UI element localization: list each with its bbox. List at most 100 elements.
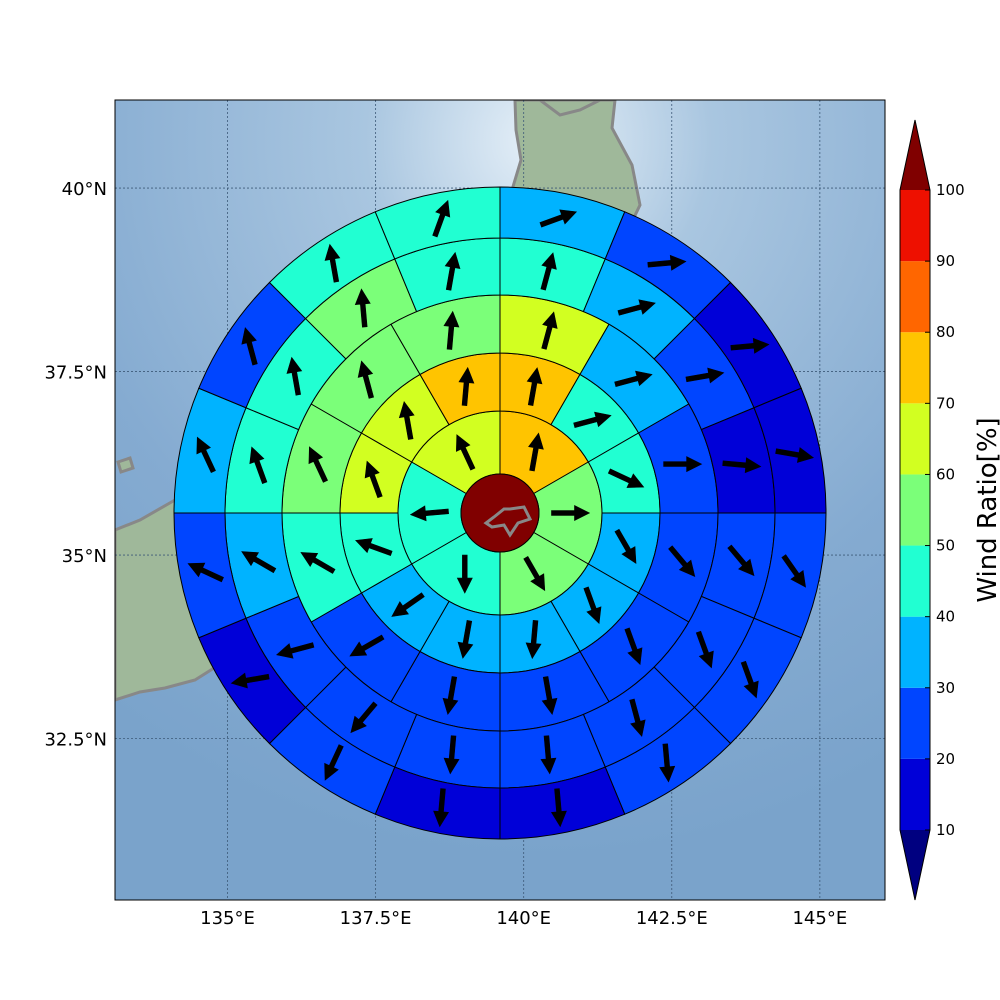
wind-arrow <box>187 562 224 583</box>
wind-arrow <box>540 252 557 291</box>
coastline-in-center <box>483 505 533 538</box>
wind-arrow <box>354 288 371 328</box>
wind-arrow <box>350 701 378 734</box>
wind-arrow <box>324 243 341 283</box>
wind-arrow <box>668 545 696 577</box>
colorbar-tick-label: 100 <box>936 181 965 199</box>
colorbar-tick-label: 80 <box>936 323 955 341</box>
wind-arrow <box>525 620 542 660</box>
wind-arrow <box>241 327 258 366</box>
sector-grid <box>173 186 827 840</box>
colorbar-segment <box>900 616 930 688</box>
colorbar-segment <box>900 545 930 617</box>
y-axis-ticks: 32.5°N 35°N 37.5°N 40°N <box>44 179 107 750</box>
colorbar-tick-label: 30 <box>936 679 955 697</box>
x-tick-label: 135°E <box>200 908 255 929</box>
wind-arrow <box>444 251 461 291</box>
wind-arrow <box>540 735 557 775</box>
colorbar-segment <box>900 758 930 830</box>
colorbar-segment <box>900 474 930 546</box>
wind-arrow <box>391 592 425 617</box>
colorbar-tick-label: 50 <box>936 537 955 555</box>
colorbar-segment <box>900 687 930 759</box>
colorbar-tick-label: 60 <box>936 465 955 483</box>
wind-arrow <box>617 299 656 316</box>
wind-arrow <box>727 544 755 577</box>
colorbar-under-triangle <box>900 830 930 900</box>
wind-arrow <box>551 505 591 521</box>
oki-island <box>116 456 135 474</box>
wind-arrow <box>659 743 676 783</box>
wind-arrow <box>614 370 653 388</box>
wind-arrow <box>456 554 473 594</box>
wind-arrow <box>775 447 815 463</box>
wind-arrow <box>458 366 475 406</box>
map-frame <box>114 99 886 901</box>
wind-arrow <box>455 434 476 471</box>
colorbar-over-triangle <box>900 120 930 190</box>
wind-arrow <box>781 554 806 588</box>
x-tick-label: 142.5°E <box>636 908 708 929</box>
colorbar-tick-label: 40 <box>936 608 955 626</box>
colorbar-segment <box>900 261 930 333</box>
wind-arrow <box>614 528 637 564</box>
wind-arrow <box>685 367 725 384</box>
wind-arrow <box>539 209 578 228</box>
wind-arrow <box>629 698 646 738</box>
wind-arrow <box>443 310 460 350</box>
wind-arrows <box>187 199 815 828</box>
wind-arrow <box>241 551 277 574</box>
wind-arrow <box>528 432 544 472</box>
wind-arrow <box>275 642 315 659</box>
wind-arrow <box>324 744 344 781</box>
wind-arrow <box>230 672 270 689</box>
wind-arrow <box>409 505 449 522</box>
wind-arrow <box>573 411 612 429</box>
colorbar-segment <box>900 332 930 404</box>
colorbar-tick-label: 70 <box>936 394 955 412</box>
y-tick-label: 37.5°N <box>44 363 107 384</box>
wind-arrow <box>457 620 474 659</box>
wind-arrow <box>541 676 558 715</box>
colorbar-tick-label: 90 <box>936 252 955 270</box>
wind-arrow <box>550 788 567 828</box>
wind-arrow <box>523 556 546 592</box>
colorbar <box>899 119 931 901</box>
wind-arrow <box>308 446 329 483</box>
wind-arrow <box>740 660 759 699</box>
wind-arrow <box>722 457 762 474</box>
wind-arrow <box>300 552 336 574</box>
colorbar-segment <box>900 403 930 475</box>
wind-arrow <box>433 788 450 828</box>
wind-arrow <box>443 735 460 775</box>
y-tick-label: 35°N <box>62 546 107 567</box>
colorbar-segment <box>900 190 930 262</box>
wind-arrow <box>695 630 714 669</box>
wind-arrow <box>196 436 216 474</box>
wind-arrow <box>355 538 393 557</box>
wind-arrow <box>286 356 303 396</box>
colorbar-tick-label: 20 <box>936 750 955 768</box>
x-tick-label: 145°E <box>792 908 847 929</box>
wind-arrow <box>442 676 459 715</box>
colorbar-ticks: 10 20 30 40 50 60 70 80 90 100 <box>925 181 965 839</box>
wind-arrow <box>663 456 703 473</box>
wind-arrow <box>398 401 415 440</box>
hokkaido-land <box>537 100 601 117</box>
y-tick-label: 40°N <box>62 179 107 200</box>
wind-arrow <box>526 367 543 406</box>
wind-arrow <box>541 311 558 350</box>
y-tick-label: 32.5°N <box>44 730 107 751</box>
wind-arrow <box>249 446 268 484</box>
wind-arrow <box>349 634 385 657</box>
wind-arrow <box>647 254 687 271</box>
colorbar-tick-label: 10 <box>936 821 955 839</box>
x-tick-label: 140°E <box>496 908 551 929</box>
colorbar-title: Wind Ratio[%] <box>973 417 1000 602</box>
x-axis-ticks: 135°E 137.5°E 140°E 142.5°E 145°E <box>200 908 847 929</box>
wind-arrow <box>607 468 645 488</box>
wind-arrow <box>364 460 383 499</box>
wind-arrow <box>583 586 602 625</box>
wind-arrow <box>624 627 643 666</box>
